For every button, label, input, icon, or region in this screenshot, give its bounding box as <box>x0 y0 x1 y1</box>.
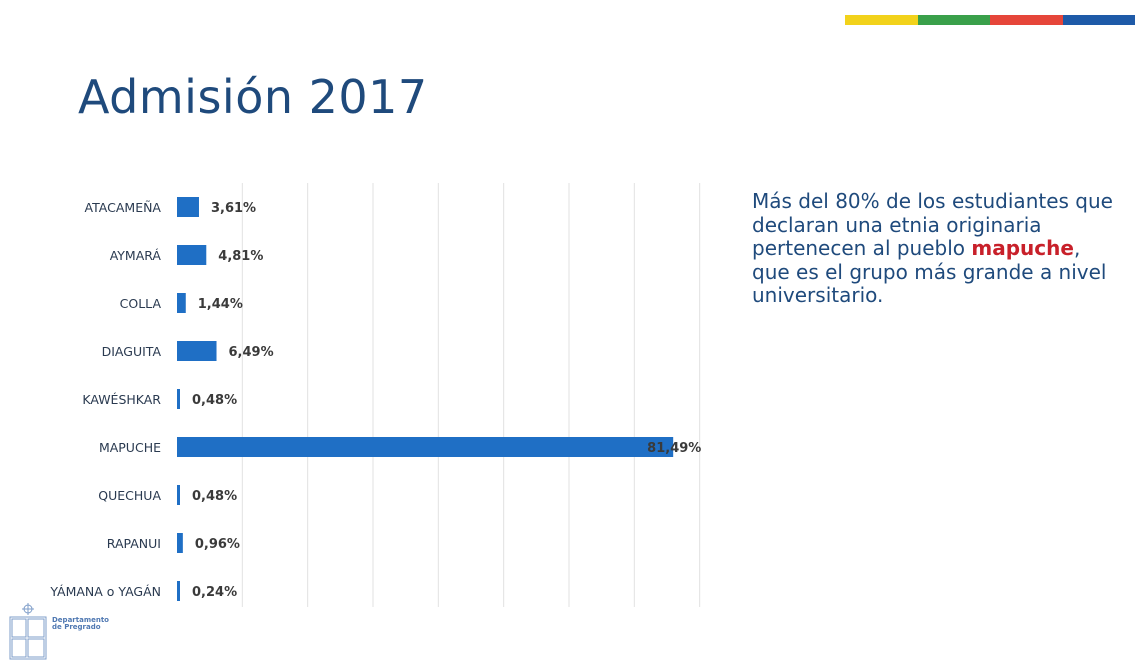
stripe-red <box>990 15 1063 25</box>
summary-text-part1: Más del 80% de los estudiantes que decla… <box>752 189 1113 260</box>
category-label: RAPANUI <box>107 536 161 551</box>
bar-chart: ATACAMEÑA 3,61% AYMARÁ 4,81% COLLA 1,44% DIAGU… <box>49 183 701 607</box>
summary-highlight: mapuche <box>971 236 1074 260</box>
logo-line1: Departamento <box>52 616 109 624</box>
data-label: 0,48% <box>192 489 237 504</box>
logo-line2: de Pregrado <box>52 623 101 631</box>
category-label: QUECHUA <box>98 488 161 503</box>
bar <box>177 485 180 505</box>
data-label: 81,49% <box>647 441 701 456</box>
data-label: 3,61% <box>211 201 256 216</box>
category-label: MAPUCHE <box>99 440 161 455</box>
bar <box>177 341 217 361</box>
category-label: COLLA <box>120 296 162 311</box>
data-label: 1,44% <box>198 297 243 312</box>
stripe-green <box>917 15 990 25</box>
category-label: KAWÉSHKAR <box>82 392 161 407</box>
summary-text-part2: , que es el grupo más grande a nivel uni… <box>752 236 1107 307</box>
summary-text: Más del 80% de los estudiantes que decla… <box>752 189 1122 308</box>
category-label: YÁMANA o YAGÁN <box>49 584 161 599</box>
slide-title: Admisión 2017 <box>78 70 428 124</box>
bar <box>177 245 207 265</box>
brand-color-stripe <box>845 15 1135 25</box>
stripe-blue <box>1062 15 1135 25</box>
bar <box>177 197 199 217</box>
category-label: AYMARÁ <box>110 248 162 263</box>
logo-text: Departamento de Pregrado <box>52 617 172 631</box>
bar <box>177 581 180 601</box>
data-label: 4,81% <box>218 249 263 264</box>
bar <box>177 437 674 457</box>
department-logo <box>9 603 47 660</box>
bar <box>177 293 186 313</box>
bar <box>177 533 183 553</box>
data-label: 0,48% <box>192 393 237 408</box>
data-label: 0,96% <box>195 537 240 552</box>
bar <box>177 389 180 409</box>
stripe-yellow <box>845 15 918 25</box>
data-label: 0,24% <box>192 585 237 600</box>
category-label: ATACAMEÑA <box>85 200 162 215</box>
data-label: 6,49% <box>229 345 274 360</box>
logo-emblem-icon <box>9 603 47 660</box>
category-label: DIAGUITA <box>102 344 162 359</box>
